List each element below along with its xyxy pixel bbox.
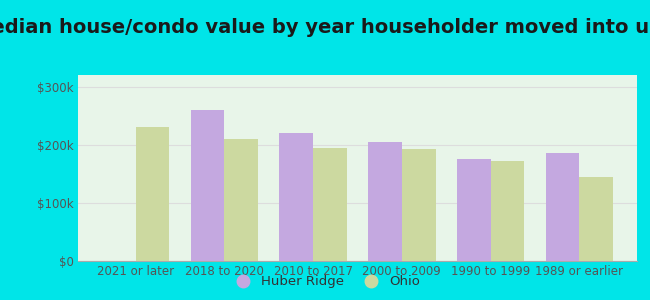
Bar <box>280 133 313 261</box>
Text: Median house/condo value by year householder moved into unit: Median house/condo value by year househo… <box>0 18 650 37</box>
Bar <box>402 149 436 261</box>
Bar <box>136 127 170 261</box>
Bar <box>224 139 258 261</box>
Legend: Huber Ridge, Ohio: Huber Ridge, Ohio <box>224 270 426 293</box>
Bar <box>491 161 525 261</box>
Bar <box>313 148 347 261</box>
Bar <box>457 159 491 261</box>
Bar <box>545 154 579 261</box>
Bar <box>579 177 613 261</box>
Bar <box>190 110 224 261</box>
Bar <box>368 142 402 261</box>
